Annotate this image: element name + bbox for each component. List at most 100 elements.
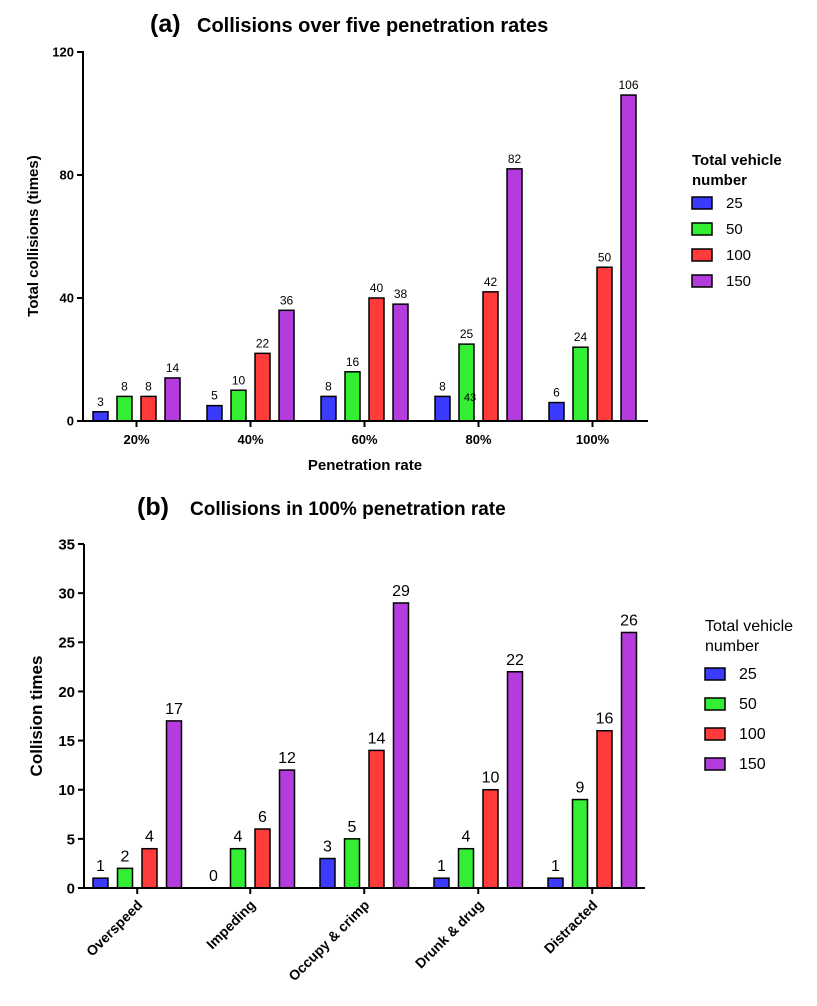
legend-label: 25 xyxy=(726,195,743,212)
bar xyxy=(620,631,638,889)
panel-a-annotation-43: 43 xyxy=(464,392,476,404)
bar-value-label: 17 xyxy=(165,701,183,718)
bar-value-label: 12 xyxy=(278,750,296,767)
legend-swatch xyxy=(691,248,713,262)
bar xyxy=(506,168,523,422)
bar-value-label: 8 xyxy=(439,379,446,393)
bar xyxy=(165,720,183,889)
bar xyxy=(343,838,361,889)
bar-value-label: 40 xyxy=(370,281,384,295)
bar xyxy=(506,671,524,889)
bar-value-label: 8 xyxy=(121,379,128,393)
x-category-label: 100% xyxy=(576,432,610,447)
bar xyxy=(140,395,157,422)
bar-value-label: 6 xyxy=(258,809,267,826)
bar-value-label: 5 xyxy=(348,819,357,836)
x-category-label: 80% xyxy=(465,432,491,447)
y-tick-label: 35 xyxy=(58,536,75,553)
x-category-label: 40% xyxy=(237,432,263,447)
x-category-label: Occupy & crimp xyxy=(285,897,372,984)
y-tick-label: 15 xyxy=(58,733,75,750)
bar-value-label: 3 xyxy=(97,395,104,409)
y-tick-label: 25 xyxy=(58,635,75,652)
y-tick-label: 5 xyxy=(67,831,75,848)
bar-value-label: 16 xyxy=(596,711,614,728)
panel-a-x-axis-label: Penetration rate xyxy=(308,457,422,474)
legend-swatch xyxy=(704,697,726,711)
panel-b-x-categories: Overspeed Impeding Occupy & crimp Drunk & d… xyxy=(83,888,600,984)
bar-value-label: 5 xyxy=(211,389,218,403)
x-category-label: Distracted xyxy=(541,897,601,957)
legend-swatch xyxy=(704,667,726,681)
bar xyxy=(548,401,565,422)
panel-b-label: (b) xyxy=(137,493,169,521)
legend-swatch xyxy=(704,757,726,771)
legend-label: 25 xyxy=(739,666,757,683)
bar-value-label: 29 xyxy=(392,583,410,600)
bar xyxy=(457,847,475,889)
panel-a-x-categories: 20% 40% 60% 80% 100% xyxy=(123,421,610,447)
bar-value-label: 6 xyxy=(553,386,560,400)
y-tick-label: 0 xyxy=(67,414,74,429)
y-tick-label: 120 xyxy=(52,45,74,60)
panel-a-legend: Total vehicle number 25 50 100 150 xyxy=(691,152,786,290)
bar xyxy=(254,352,271,422)
bar-value-label: 82 xyxy=(508,152,522,166)
bar xyxy=(458,343,475,422)
bar xyxy=(368,297,385,422)
bar xyxy=(392,602,410,889)
bar-value-label: 36 xyxy=(280,293,294,307)
panel-a-title: Collisions over five penetration rates xyxy=(197,15,548,37)
legend-swatch xyxy=(691,196,713,210)
bar xyxy=(434,395,451,422)
bar-value-label: 14 xyxy=(368,730,386,747)
legend-label: 100 xyxy=(739,726,766,743)
panel-a-legend-title: Total vehicle number xyxy=(692,152,786,189)
legend-swatch xyxy=(691,274,713,288)
bar xyxy=(482,291,499,422)
panel-b-legend: Total vehicle number 25 50 100 150 xyxy=(704,618,798,773)
x-category-label: Overspeed xyxy=(83,897,145,959)
bar xyxy=(278,769,296,889)
legend-swatch xyxy=(691,222,713,236)
bar xyxy=(141,847,158,889)
bar-value-label: 106 xyxy=(618,78,638,92)
bar xyxy=(596,266,613,422)
bar xyxy=(116,867,134,889)
bar-value-label: 10 xyxy=(482,770,500,787)
bar xyxy=(229,847,247,889)
panel-b-legend-title: Total vehicle number xyxy=(705,618,798,655)
y-tick-label: 80 xyxy=(60,168,74,183)
legend-label: 150 xyxy=(726,273,751,290)
bar-value-label: 26 xyxy=(620,612,638,629)
bar xyxy=(254,828,271,889)
panel-b-title: Collisions in 100% penetration rate xyxy=(190,499,506,520)
bar xyxy=(278,309,295,422)
bar-value-label: 1 xyxy=(437,858,446,875)
bar xyxy=(319,857,336,889)
bar xyxy=(482,788,499,889)
x-category-label: Impeding xyxy=(203,897,258,952)
legend-label: 100 xyxy=(726,247,751,264)
bar-value-label: 8 xyxy=(325,379,332,393)
bar-value-label: 2 xyxy=(121,848,130,865)
bar-value-label: 8 xyxy=(145,379,152,393)
legend-swatch xyxy=(704,727,726,741)
legend-label: 50 xyxy=(739,696,757,713)
bar-value-label: 22 xyxy=(506,652,524,669)
bar xyxy=(164,377,181,422)
bar xyxy=(596,729,613,889)
bar-value-label: 4 xyxy=(462,829,471,846)
panel-a: (a) Collisions over five penetration rat… xyxy=(25,10,786,474)
bar xyxy=(206,404,223,422)
bar-value-label: 25 xyxy=(460,327,474,341)
bar-value-label: 1 xyxy=(551,858,560,875)
y-tick-label: 0 xyxy=(67,880,75,897)
bar-value-label: 3 xyxy=(323,839,332,856)
bar-value-label: 14 xyxy=(166,361,180,375)
y-tick-label: 20 xyxy=(58,684,75,701)
bar-value-label: 4 xyxy=(234,829,243,846)
